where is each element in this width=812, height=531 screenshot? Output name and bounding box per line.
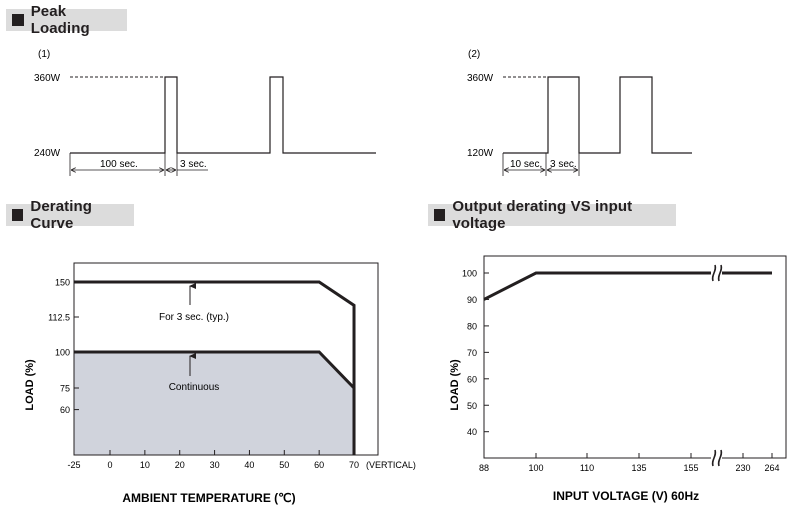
axis-break-top-icon [711,264,723,282]
section-title: Derating Curve [30,198,93,232]
x-tick-label: 0 [107,460,112,470]
y-label-high: 360W [467,73,494,84]
derating-curve-chart: 150 112.5 100 75 60 -25 0 10 20 30 40 50 60 70 For 3… [24,262,416,505]
section-title: Peak Loading [30,3,90,37]
pulse-label: 3 sec. [550,159,577,170]
y-label-high: 360W [34,73,61,84]
y-tick-label: 50 [467,401,477,411]
x-tick-label: 50 [279,460,289,470]
pulse-waveform [503,76,692,154]
x-tick-label: 40 [244,460,254,470]
x-tick-label: 155 [683,463,698,473]
x-ticks: 88 100 110 135 155 230 264 [479,453,780,473]
output-derating-header: Output derating VS input voltage [428,198,676,232]
derating-curve-header: Derating Curve [6,198,134,232]
continuous-area-fill [74,352,355,455]
x-tick-label: 100 [528,463,543,473]
peak-loading-chart-2: (2) 360W 120W 10 sec. 3 sec. [467,49,692,176]
y-tick-label: 112.5 [48,313,70,323]
x-tick-label: 30 [210,460,220,470]
header-square-icon [434,209,446,221]
header-square-icon [12,14,24,26]
y-label-low: 240W [34,148,61,159]
plot-frame [483,255,787,459]
x-tick-label: 70 [349,460,359,470]
x-tick-label: 60 [314,460,324,470]
peak-loading-chart-1: (1) 360W 240W 100 sec. 3 sec. [34,49,376,176]
x-tick-label: 264 [764,463,779,473]
y-tick-label: 70 [467,348,477,358]
x-tick-label: 10 [140,460,150,470]
period-label: 100 sec. [100,159,138,170]
series-line [483,271,772,301]
peak-annotation-label: For 3 sec. (typ.) [159,312,229,323]
x-ticks: -25 0 10 20 30 40 50 60 70 [67,450,359,470]
x-tick-label: 88 [479,463,489,473]
chart-subtitle: (1) [38,49,50,60]
y-axis-label: LOAD (%) [24,359,36,411]
period-label: 10 sec. [510,159,542,170]
section-title: Output derating VS input voltage [452,198,633,232]
x-tick-suffix: (VERTICAL) [366,460,416,470]
x-axis-label: AMBIENT TEMPERATURE (℃) [122,491,295,505]
pulse-label: 3 sec. [180,159,207,170]
x-axis-label: INPUT VOLTAGE (V) 60Hz [553,489,699,503]
y-ticks: 100 90 80 70 60 50 40 [462,269,489,437]
y-axis-label: LOAD (%) [449,359,461,411]
axis-break-bottom-icon [711,449,723,467]
y-tick-label: 75 [60,384,70,394]
series-line-continuous [74,350,356,455]
header-square-icon [12,209,24,221]
plot-frame [73,262,379,456]
chart-subtitle: (2) [468,49,480,60]
y-tick-label: 60 [60,405,70,415]
y-label-low: 120W [467,148,494,159]
y-tick-label: 60 [467,374,477,384]
x-tick-label: 20 [175,460,185,470]
x-tick-label: 230 [735,463,750,473]
continuous-annotation-label: Continuous [169,382,220,393]
y-tick-label: 90 [467,295,477,305]
pulse-waveform [70,76,376,154]
x-tick-label: 135 [631,463,646,473]
series-line-peak [74,280,356,455]
y-tick-label: 80 [467,321,477,331]
y-tick-label: 100 [462,269,477,279]
x-tick-label: 110 [580,463,594,473]
y-tick-label: 40 [467,427,477,437]
y-tick-label: 150 [55,278,70,288]
input-voltage-derating-chart: 100 90 80 70 60 50 40 88 100 110 135 155 230 264 INP… [449,255,787,503]
y-tick-label: 100 [55,348,70,358]
x-tick-label: -25 [67,460,80,470]
peak-loading-header: Peak Loading [6,3,127,37]
